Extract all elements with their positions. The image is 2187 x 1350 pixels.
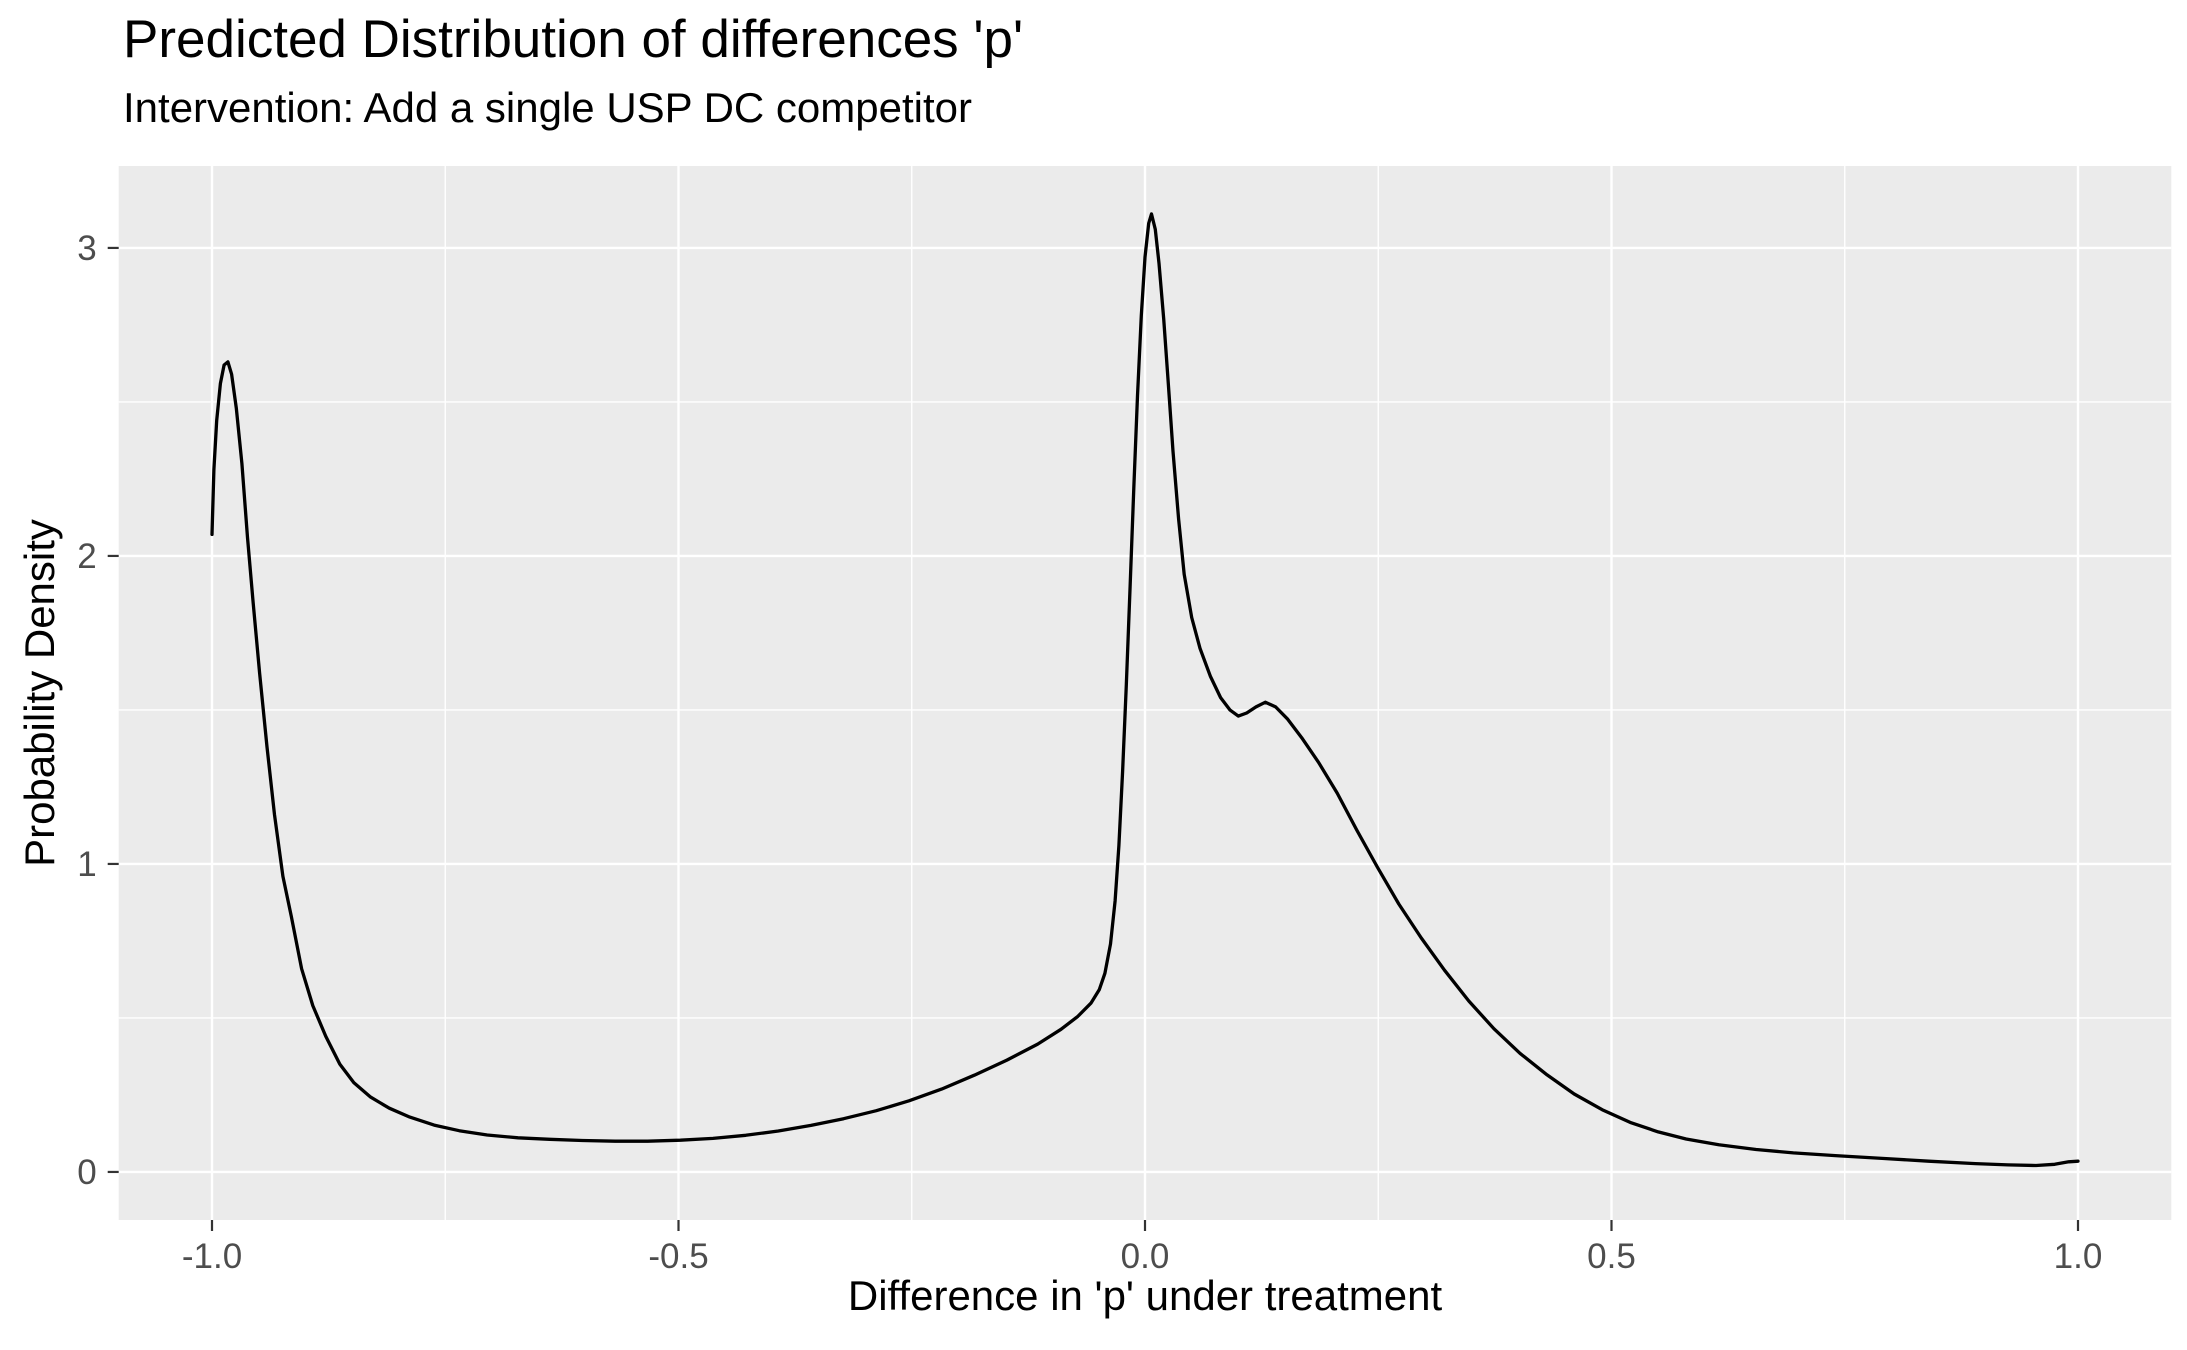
plot-title: Predicted Distribution of differences 'p…	[123, 10, 1024, 69]
density-curve	[210, 212, 2080, 1168]
x-axis-title: Difference in 'p' under treatment	[847, 1272, 1443, 1319]
y-tick-label: 2	[77, 537, 96, 576]
y-axis-title: Probability Density	[16, 519, 63, 867]
x-tick-label: -0.5	[648, 1237, 708, 1276]
x-tick-label: 1.0	[2054, 1237, 2103, 1276]
y-tick-label: 0	[77, 1153, 96, 1192]
y-tick-label: 1	[77, 845, 96, 884]
y-tick-label: 3	[77, 229, 96, 268]
x-tick-label: 0.0	[1121, 1237, 1170, 1276]
x-tick-label: 0.5	[1587, 1237, 1636, 1276]
plot-subtitle: Intervention: Add a single USP DC compet…	[123, 84, 973, 131]
x-tick-label: -1.0	[182, 1237, 242, 1276]
